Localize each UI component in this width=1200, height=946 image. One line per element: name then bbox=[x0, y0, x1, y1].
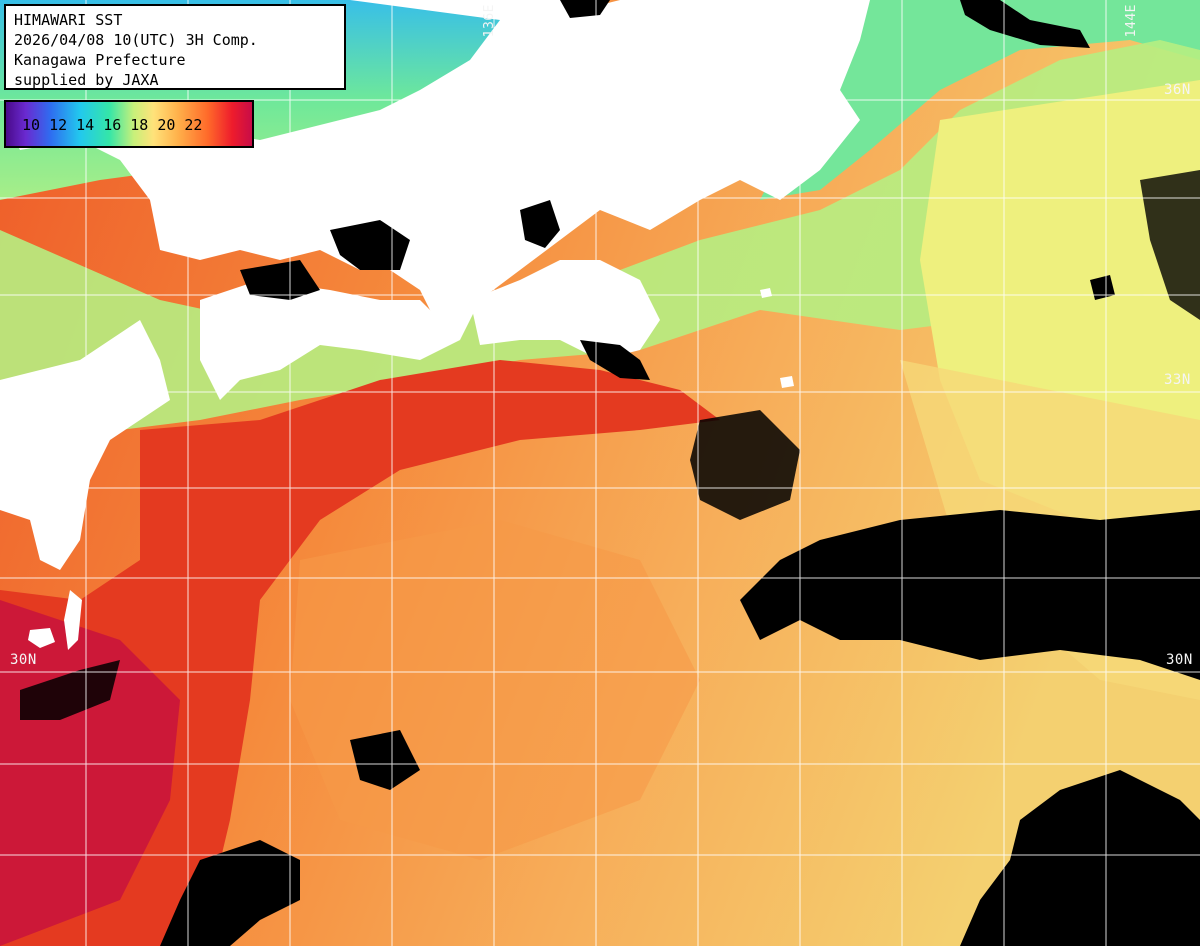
lon-label-136e: 136E bbox=[482, 4, 497, 38]
legend-label: 18 bbox=[130, 116, 149, 134]
northeast-cool-water bbox=[760, 0, 1200, 200]
lat-label-33n: 33N bbox=[1164, 372, 1191, 388]
source-line: supplied by JAXA bbox=[14, 71, 159, 89]
legend-label: 22 bbox=[184, 116, 203, 134]
lon-label-144e: 144E bbox=[1124, 4, 1139, 38]
lat-label-30n-west: 30N bbox=[10, 652, 37, 668]
cloud-mask bbox=[20, 0, 1200, 946]
small-island-3 bbox=[780, 376, 794, 388]
legend-label: 20 bbox=[157, 116, 176, 134]
legend-label: 12 bbox=[49, 116, 68, 134]
map-info-box: HIMAWARI SST 2026/04/08 10(UTC) 3H Comp.… bbox=[4, 4, 346, 90]
legend-label: 14 bbox=[76, 116, 95, 134]
timestamp-line: 2026/04/08 10(UTC) 3H Comp. bbox=[14, 31, 258, 49]
lat-label-30n-east: 30N bbox=[1166, 652, 1193, 668]
japan-land bbox=[0, 0, 870, 650]
tanegashima-land bbox=[64, 590, 82, 650]
shikoku-land bbox=[200, 280, 460, 400]
kii-peninsula-land bbox=[470, 260, 660, 360]
product-title: HIMAWARI SST bbox=[14, 11, 123, 29]
kyushu-land bbox=[0, 320, 170, 570]
temperature-legend: 10 12 14 16 18 20 22 bbox=[4, 100, 254, 148]
legend-labels: 10 12 14 16 18 20 22 bbox=[22, 116, 202, 134]
provider-line: Kanagawa Prefecture bbox=[14, 51, 186, 69]
legend-label: 10 bbox=[22, 116, 41, 134]
honshu-land bbox=[10, 0, 870, 340]
small-island-1 bbox=[28, 628, 55, 648]
kuroshio-current bbox=[0, 360, 720, 946]
lat-label-36n: 36N bbox=[1164, 82, 1191, 98]
legend-label: 16 bbox=[103, 116, 122, 134]
